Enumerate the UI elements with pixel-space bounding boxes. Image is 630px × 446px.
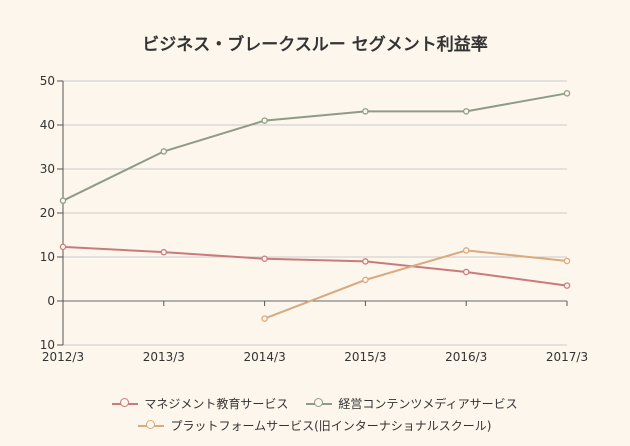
y-tick-label: 50	[40, 74, 55, 88]
legend-label: マネジメント教育サービス	[144, 396, 289, 411]
chart-plot-area: 10 0 10 20 30 40 50 2012/3 2013/3 2014/3 2015/3 201…	[40, 74, 588, 364]
data-point	[563, 257, 571, 265]
legend-item: プラットフォームサービス(旧インターナショナルスクール)	[138, 417, 492, 434]
data-point	[462, 268, 470, 276]
legend-item: 経営コンテンツメディアサービス	[306, 395, 518, 412]
y-tick-label: 10	[40, 250, 55, 264]
data-point	[261, 315, 268, 322]
data-point	[362, 258, 369, 265]
series-line-3	[264, 249, 568, 320]
y-tick-label: 0	[47, 294, 55, 308]
x-tick-label: 2016/3	[445, 350, 487, 364]
y-tick-label: 20	[40, 206, 55, 220]
legend-label: 経営コンテンツメディアサービス	[338, 396, 518, 411]
y-tick-label: 40	[40, 118, 55, 132]
legend-item: マネジメント教育サービス	[112, 395, 288, 412]
data-point	[59, 243, 67, 251]
data-point	[362, 276, 369, 284]
data-point	[160, 248, 168, 256]
chart-title: ビジネス・ブレークスルー セグメント利益率	[142, 35, 488, 55]
legend-swatch-icon	[112, 397, 139, 409]
data-point	[261, 255, 268, 263]
legend-row: マネジメント教育サービス 経営コンテンツメディアサービス	[0, 392, 630, 414]
data-point	[462, 247, 470, 254]
x-tick-label: 2015/3	[344, 350, 386, 364]
legend-row: プラットフォームサービス(旧インターナショナルスクール)	[0, 414, 630, 436]
legend-label: プラットフォームサービス(旧インターナショナルスクール)	[170, 418, 492, 433]
data-point	[59, 197, 67, 204]
x-tick-label: 2017/3	[546, 350, 588, 364]
data-point	[462, 108, 470, 115]
x-tick-label: 2014/3	[243, 350, 285, 364]
data-point	[261, 117, 268, 124]
y-tick-label: 30	[40, 162, 55, 176]
data-point	[563, 282, 571, 289]
x-tick-label: 2013/3	[143, 350, 185, 364]
legend-swatch-icon	[138, 419, 165, 431]
y-tick-label: 10	[40, 338, 55, 352]
data-point	[563, 90, 571, 97]
data-point	[362, 108, 369, 115]
x-tick-label: 2012/3	[42, 350, 84, 364]
series-line-1	[62, 245, 568, 287]
legend-swatch-icon	[306, 397, 333, 409]
series-line-2	[62, 92, 568, 202]
data-point	[160, 148, 168, 155]
chart-legend: マネジメント教育サービス 経営コンテンツメディアサービス プラットフォームサービス…	[0, 392, 630, 436]
